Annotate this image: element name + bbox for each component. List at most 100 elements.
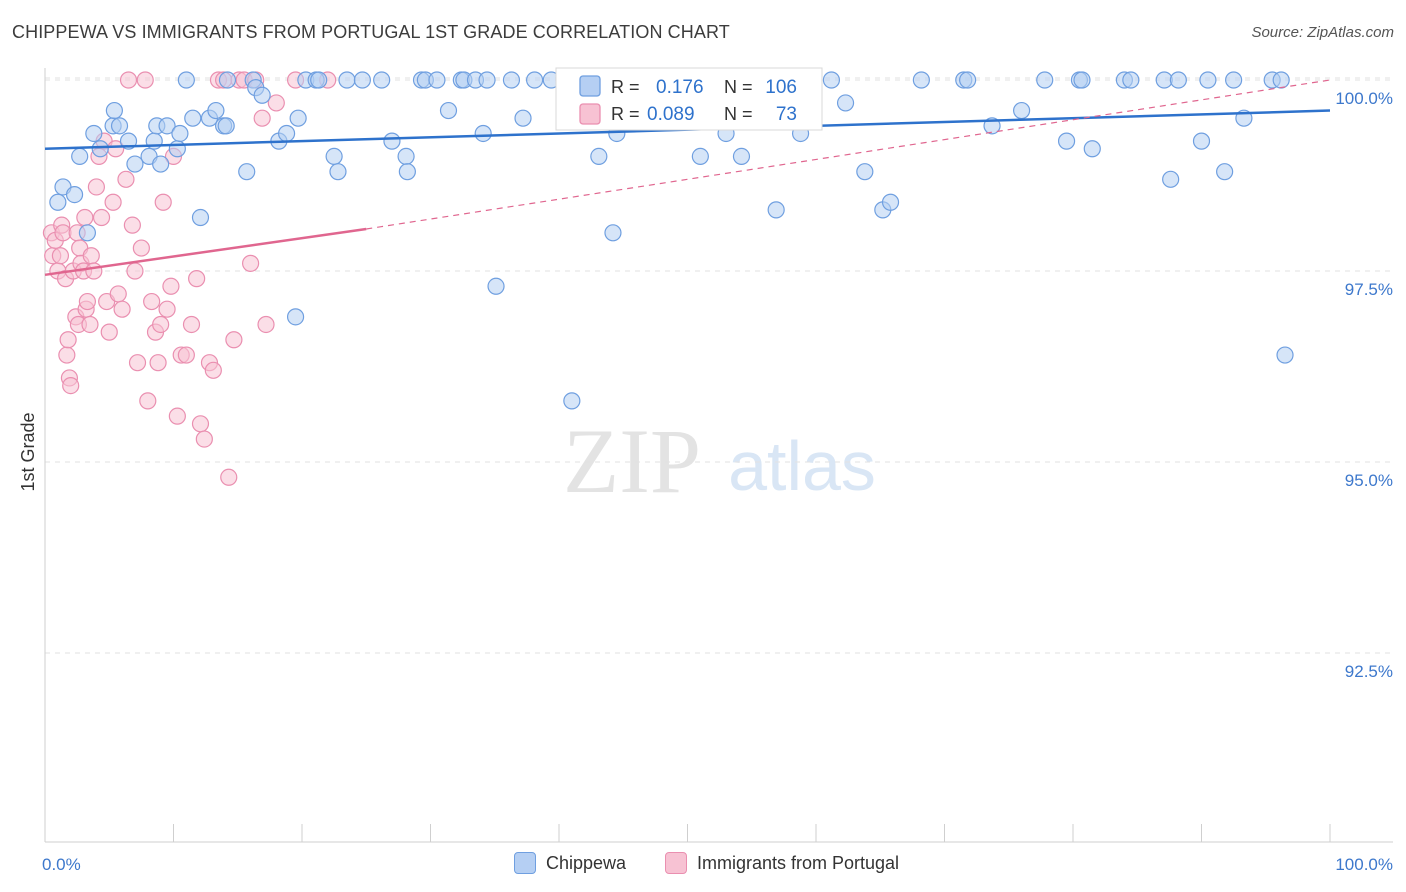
chippewa-point <box>732 147 751 165</box>
legend-item-portugal: Immigrants from Portugal <box>665 852 899 874</box>
portugal-point <box>58 346 76 364</box>
chart-title: CHIPPEWA VS IMMIGRANTS FROM PORTUGAL 1ST… <box>12 22 730 42</box>
chippewa-point <box>1073 71 1091 89</box>
axes: 100.0% 97.5% 95.0% 92.5% 0.0% 100.0% <box>42 68 1393 874</box>
portugal-point <box>257 315 275 334</box>
portugal-point <box>168 407 186 425</box>
chippewa-point <box>353 71 371 89</box>
legend-r-value-portugal: 0.089 <box>647 104 695 125</box>
chippewa-point <box>439 101 458 120</box>
legend-swatch-chippewa-bottom <box>514 852 536 874</box>
chippewa-point <box>329 163 347 181</box>
chippewa-point <box>428 71 446 89</box>
chippewa-point <box>912 71 930 89</box>
chippewa-point <box>71 147 89 165</box>
chippewa-point <box>253 86 271 104</box>
chippewa-point <box>1225 71 1243 89</box>
chippewa-point <box>217 117 235 135</box>
portugal-point <box>87 178 106 196</box>
y-tick-label: 97.5% <box>1345 280 1393 299</box>
chippewa-point <box>325 147 343 165</box>
chippewa-point <box>1083 140 1101 158</box>
chippewa-point <box>604 224 622 242</box>
chippewa-point <box>310 71 328 89</box>
legend-swatch-portugal <box>579 103 601 125</box>
chippewa-point <box>1276 346 1294 364</box>
legend-n-label-portugal: N = <box>724 104 753 124</box>
portugal-point <box>136 71 154 89</box>
chippewa-point <box>152 155 170 173</box>
portugal-point <box>152 315 170 334</box>
chippewa-point <box>514 109 532 127</box>
legend-label-portugal: Immigrants from Portugal <box>697 852 900 873</box>
chippewa-point <box>691 147 709 165</box>
legend-swatch-portugal-bottom <box>665 852 687 874</box>
portugal-point <box>81 315 99 334</box>
legend-n-label-chippewa: N = <box>724 77 753 97</box>
portugal-point <box>109 285 127 303</box>
portugal-point <box>204 361 222 379</box>
chippewa-point <box>822 71 841 89</box>
chippewa-point <box>177 71 195 89</box>
portugal-point <box>158 300 176 318</box>
legend-label-chippewa: Chippewa <box>546 852 627 873</box>
legend-r-label-portugal: R = <box>611 104 640 124</box>
portugal-trend-extension <box>366 79 1331 230</box>
portugal-point <box>149 354 167 372</box>
portugal-point <box>253 109 271 127</box>
portugal-point <box>177 346 195 364</box>
y-tick-label: 92.5% <box>1345 662 1393 681</box>
portugal-point <box>139 392 157 410</box>
legend-swatch-chippewa <box>579 75 601 97</box>
chippewa-point <box>1192 132 1211 150</box>
portugal-point <box>85 262 103 280</box>
chippewa-point <box>1199 71 1217 89</box>
chippewa-point <box>563 392 581 410</box>
portugal-point <box>242 254 260 272</box>
chippewa-point <box>1272 71 1290 89</box>
chippewa-point <box>184 109 202 127</box>
chippewa-point <box>590 147 608 165</box>
y-axis-title: 1st Grade <box>18 412 38 491</box>
chippewa-point <box>338 71 356 89</box>
chippewa-point <box>487 277 505 295</box>
portugal-point <box>51 247 70 265</box>
x-tick-label-min: 0.0% <box>42 855 81 874</box>
chippewa-point <box>1012 101 1031 120</box>
chippewa-point <box>398 163 416 181</box>
portugal-point <box>59 331 77 349</box>
legend-r-value-chippewa: 0.176 <box>656 77 704 98</box>
portugal-point <box>182 315 201 334</box>
chippewa-point <box>286 308 305 326</box>
legend-n-value-chippewa: 106 <box>765 77 797 98</box>
portugal-point <box>126 262 144 280</box>
portugal-point <box>267 94 285 112</box>
legend-r-label-chippewa: R = <box>611 77 640 97</box>
chippewa-point <box>1162 170 1180 188</box>
chippewa-point <box>277 124 296 143</box>
portugal-point <box>188 270 206 288</box>
chippewa-point <box>836 94 855 112</box>
chippewa-point <box>85 124 103 143</box>
portugal-point <box>220 468 238 486</box>
chippewa-point <box>1169 71 1187 89</box>
portugal-point <box>132 239 150 257</box>
portugal-point <box>191 415 210 433</box>
chippewa-point <box>474 124 492 143</box>
portugal-point <box>62 377 80 395</box>
portugal-point <box>123 216 141 234</box>
chippewa-point <box>525 71 544 89</box>
chippewa-point <box>158 117 176 135</box>
portugal-point <box>117 170 135 188</box>
chippewa-point <box>238 163 256 181</box>
chippewa-point <box>502 71 521 89</box>
portugal-point <box>100 323 118 341</box>
source-credit: Source: ZipAtlas.com <box>1251 24 1394 41</box>
chippewa-point <box>1216 163 1234 181</box>
legend-n-value-portugal: 73 <box>776 104 797 125</box>
chippewa-point <box>1122 71 1140 89</box>
chippewa-point <box>397 147 415 165</box>
portugal-point <box>82 247 100 265</box>
chippewa-point <box>126 155 144 173</box>
